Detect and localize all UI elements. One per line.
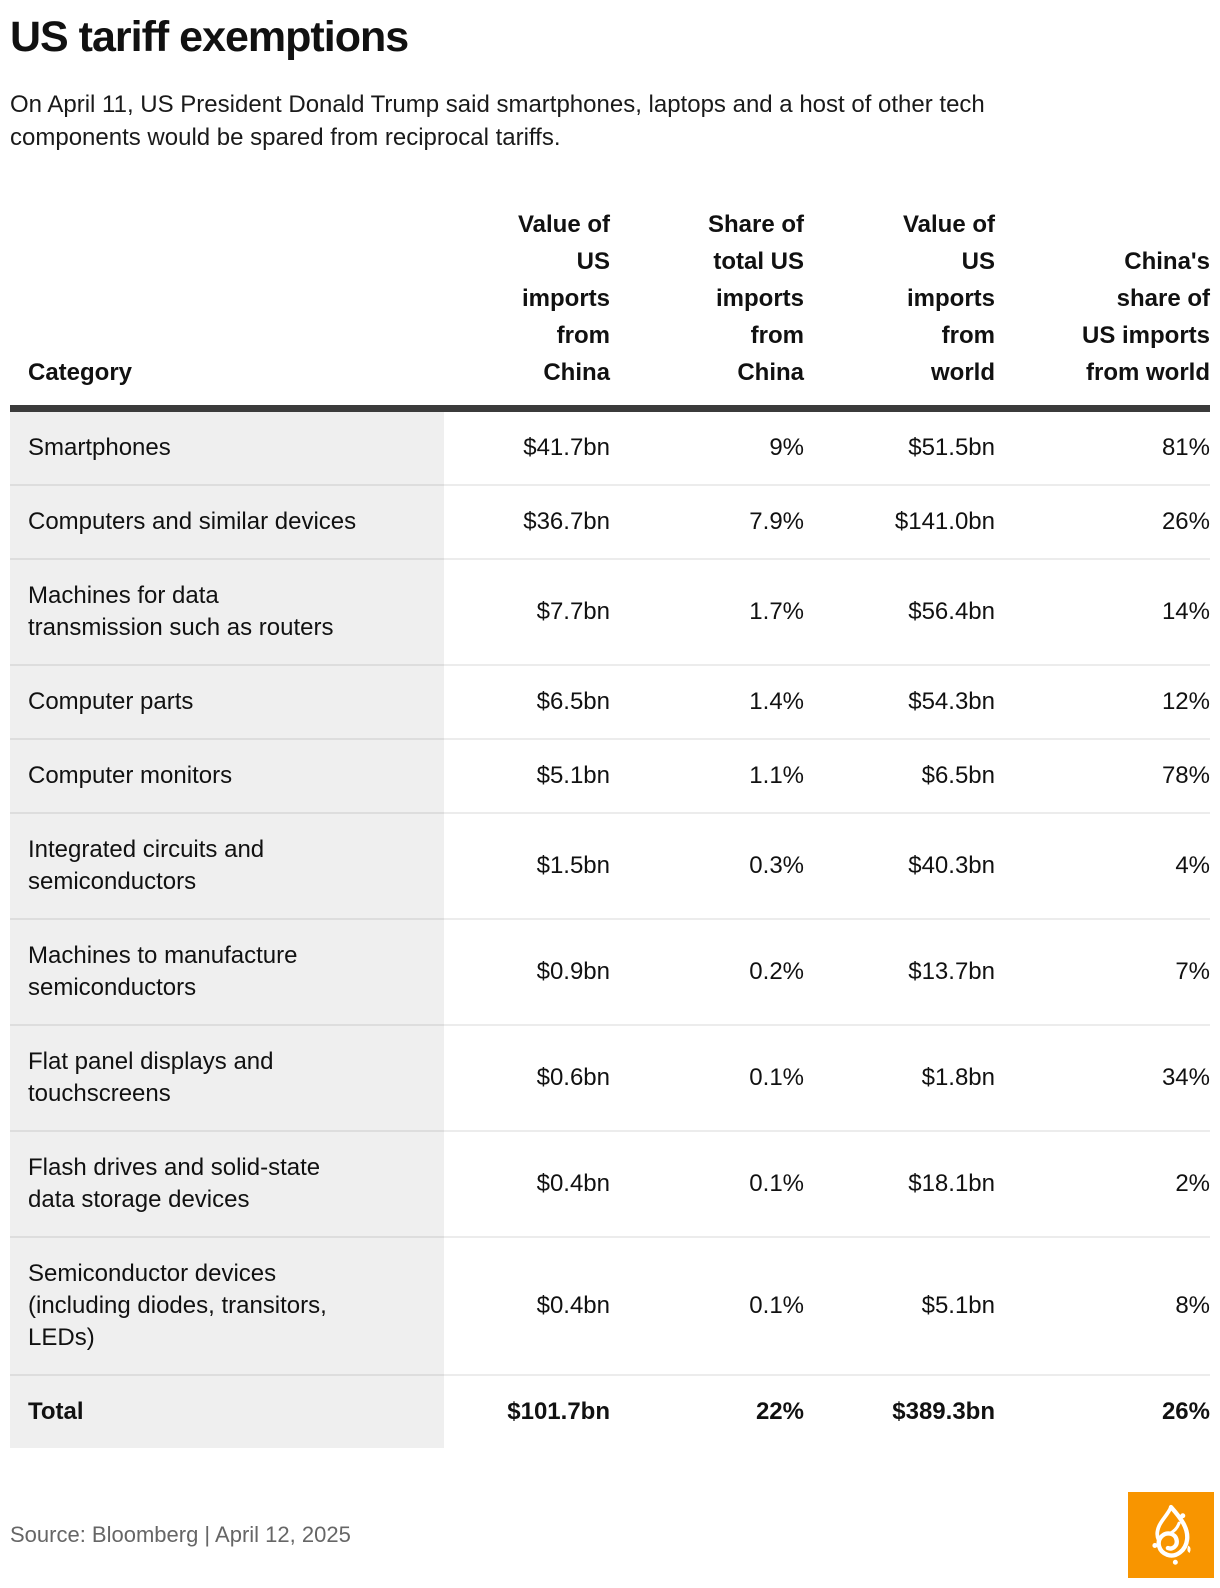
cell-value-china: $0.4bn — [444, 1236, 610, 1376]
column-header-value-world: Value of US imports from world — [804, 206, 995, 413]
cell-share-world: 8% — [995, 1236, 1210, 1376]
cell-share-world: 78% — [995, 738, 1210, 814]
cell-category: Computers and similar devices — [10, 484, 444, 560]
cell-category: Computer parts — [10, 664, 444, 740]
cell-share-china: 1.7% — [610, 558, 804, 666]
cell-share-china: 1.4% — [610, 664, 804, 740]
cell-share-world: 7% — [995, 918, 1210, 1026]
cell-value-world: $13.7bn — [804, 918, 995, 1026]
total-row: Total $101.7bn 22% $389.3bn 26% — [10, 1374, 1210, 1449]
cell-category: Flat panel displays and touchscreens — [10, 1024, 444, 1132]
page-title: US tariff exemptions — [10, 13, 409, 61]
column-header-value-china: Value of US imports from China — [444, 206, 610, 413]
cell-share-china: 0.1% — [610, 1024, 804, 1132]
cell-share-world: 81% — [1161, 434, 1210, 462]
cell-share-china: 1.1% — [610, 738, 804, 814]
cell-share-china: 0.1% — [610, 1236, 804, 1376]
cell-category: Integrated circuits and semiconductors — [10, 812, 444, 920]
cell-category: Smartphones — [10, 408, 444, 486]
cell-total-value-world: $389.3bn — [804, 1374, 995, 1449]
table-row: Smartphones $41.7bn 9% $51.5bn 81% — [10, 408, 1210, 486]
column-header-share-world: China's share of US imports from world — [995, 206, 1210, 413]
cell-share-china: 9% — [769, 434, 804, 462]
cell-value-china: $1.5bn — [444, 812, 610, 920]
cell-share-china: 0.1% — [610, 1130, 804, 1238]
table-row: Integrated circuits and semiconductors $… — [10, 812, 1210, 920]
cell-share-world: 4% — [995, 812, 1210, 920]
cell-share-china: 7.9% — [610, 484, 804, 560]
cell-share-world: 26% — [995, 484, 1210, 560]
cell-category: Machines to manufacture semiconductors — [10, 918, 444, 1026]
cell-total-value-china: $101.7bn — [444, 1374, 610, 1449]
cell-value-china: $7.7bn — [444, 558, 610, 666]
cell-total-label: Total — [10, 1374, 444, 1449]
cell-share-world: 12% — [995, 664, 1210, 740]
cell-value-world: $5.1bn — [804, 1236, 995, 1376]
cell-share-china: 0.2% — [610, 918, 804, 1026]
header-row: Category Value of US imports from China … — [10, 206, 1210, 413]
source-caption: Source: Bloomberg | April 12, 2025 — [10, 1522, 351, 1548]
footer: Source: Bloomberg | April 12, 2025 — [10, 1492, 1214, 1579]
cell-share-china: 0.3% — [610, 812, 804, 920]
cell-value-china: $6.5bn — [444, 664, 610, 740]
cell-category: Semiconductor devices (including diodes,… — [10, 1236, 444, 1376]
table-row: Machines to manufacture semiconductors $… — [10, 918, 1210, 1026]
subtitle: On April 11, US President Donald Trump s… — [10, 91, 985, 152]
column-header-share-china: Share of total US imports from China — [610, 206, 804, 413]
table-row: Flash drives and solid-state data storag… — [10, 1130, 1210, 1238]
table-row: Semiconductor devices (including diodes,… — [10, 1236, 1210, 1376]
cell-category: Machines for data transmission such as r… — [10, 558, 444, 666]
cell-value-world: $40.3bn — [804, 812, 995, 920]
cell-category: Computer monitors — [10, 738, 444, 814]
al-jazeera-flame-icon — [1152, 1505, 1191, 1566]
cell-value-world: $51.5bn — [908, 434, 995, 462]
cell-value-china: $0.6bn — [444, 1024, 610, 1132]
column-header-category: Category — [10, 206, 444, 413]
cell-value-world: $54.3bn — [804, 664, 995, 740]
cell-value-world: $141.0bn — [804, 484, 995, 560]
cell-value-china: $36.7bn — [444, 484, 610, 560]
cell-category: Flash drives and solid-state data storag… — [10, 1130, 444, 1238]
tariff-table: Category Value of US imports from China … — [10, 206, 1210, 1449]
table-row: Machines for data transmission such as r… — [10, 558, 1210, 666]
cell-value-world: $56.4bn — [804, 558, 995, 666]
table-row: Computer monitors $5.1bn 1.1% $6.5bn 78% — [10, 738, 1210, 814]
cell-value-world: $1.8bn — [804, 1024, 995, 1132]
cell-value-world: $18.1bn — [804, 1130, 995, 1238]
cell-value-china: $5.1bn — [444, 738, 610, 814]
cell-share-world: 14% — [995, 558, 1210, 666]
cell-share-world: 34% — [995, 1024, 1210, 1132]
cell-value-china: $0.4bn — [444, 1130, 610, 1238]
table-row: Flat panel displays and touchscreens $0.… — [10, 1024, 1210, 1132]
table-row: Computers and similar devices $36.7bn 7.… — [10, 484, 1210, 560]
al-jazeera-logo — [1128, 1492, 1214, 1579]
cell-share-world: 2% — [995, 1130, 1210, 1238]
table-row: Computer parts $6.5bn 1.4% $54.3bn 12% — [10, 664, 1210, 740]
cell-value-world: $6.5bn — [804, 738, 995, 814]
cell-value-china: $41.7bn — [523, 434, 610, 462]
cell-total-share-world: 26% — [995, 1374, 1210, 1449]
cell-value-china: $0.9bn — [444, 918, 610, 1026]
cell-total-share-china: 22% — [610, 1374, 804, 1449]
